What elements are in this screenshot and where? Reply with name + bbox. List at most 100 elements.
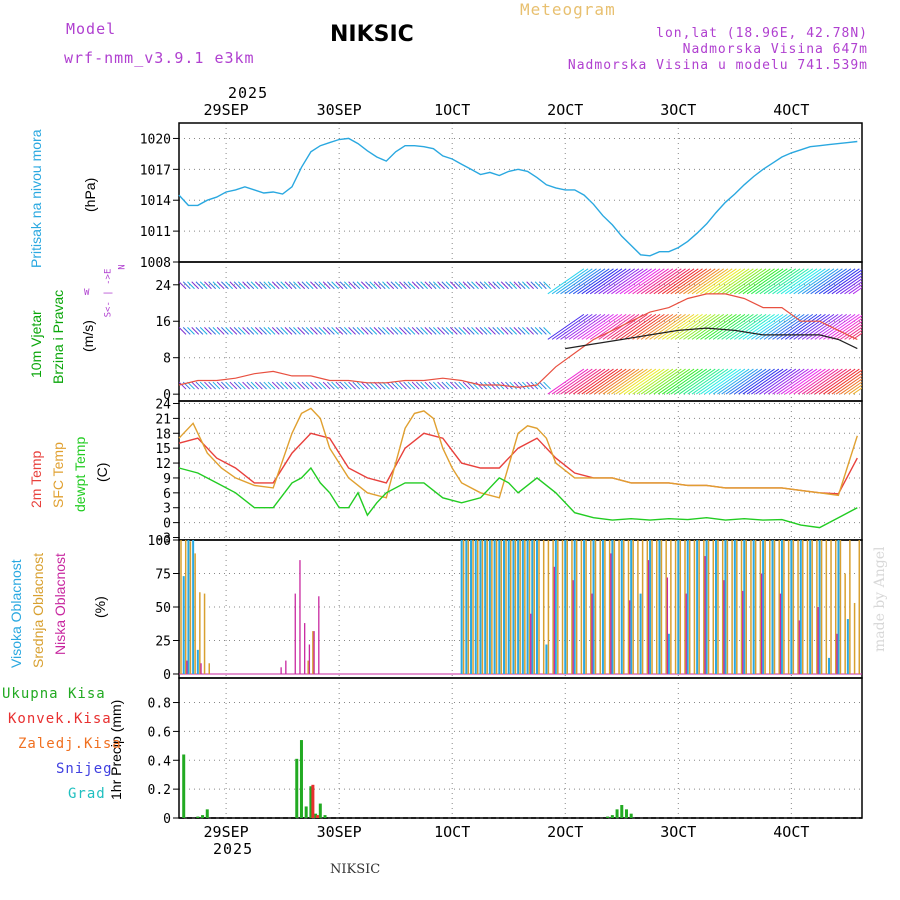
wind-barb — [441, 281, 450, 290]
wind-barb — [377, 281, 386, 290]
wind-barb — [852, 286, 862, 295]
wind-barb — [411, 327, 420, 335]
wind-barb — [543, 281, 551, 290]
wind-barb — [577, 313, 614, 340]
precip-bar — [314, 813, 318, 818]
wind-barb — [259, 281, 267, 290]
wind-barb — [466, 281, 475, 290]
wind-barb — [441, 327, 450, 335]
wind-barb — [784, 268, 822, 295]
wind-barb — [411, 281, 420, 290]
y-tick-label: 8 — [163, 352, 171, 367]
precip-bar — [620, 805, 624, 818]
wind-barb — [399, 381, 407, 390]
y-tick-label: 15 — [155, 442, 171, 457]
wind-barb — [500, 327, 509, 335]
wind-barb — [738, 313, 775, 340]
wind-barb — [335, 381, 344, 390]
wind-barb — [691, 313, 729, 340]
temp-2m-line — [178, 432, 858, 495]
model-label: Model — [66, 20, 117, 38]
wind-barb — [284, 281, 293, 290]
wind-barb — [712, 313, 750, 340]
wind-barb — [632, 313, 669, 340]
pressure-line — [178, 137, 858, 257]
wind-barb — [759, 368, 797, 395]
wind-barb — [827, 369, 862, 395]
wind-barb — [598, 313, 635, 340]
wind-barb — [466, 381, 475, 390]
wind-barb — [331, 281, 339, 290]
wind-barb — [297, 381, 306, 390]
wind-barb — [678, 368, 716, 395]
y-tick-label: 12 — [155, 457, 171, 472]
wind-barb — [284, 327, 293, 335]
wind-barb — [772, 268, 809, 295]
wind-barb — [734, 313, 771, 340]
wind-barb — [407, 327, 416, 335]
wind-barb — [551, 313, 589, 340]
wind-barb — [738, 268, 775, 295]
wind-barb — [250, 281, 259, 290]
wind-barb — [280, 327, 289, 335]
wind-barb — [848, 284, 862, 295]
wind-barb — [513, 281, 522, 290]
wind-barb — [449, 281, 458, 290]
wind-barb — [657, 313, 695, 340]
wind-barb — [496, 281, 505, 290]
wind-barb — [700, 368, 737, 395]
wind-barb — [751, 313, 788, 340]
wind-barb — [339, 381, 348, 390]
wind-barb — [267, 381, 276, 390]
wind-barb — [343, 327, 352, 335]
altitude: Nadmorska Visina 647m — [682, 42, 868, 57]
y-tick-label: 16 — [155, 315, 171, 330]
wind-barb — [742, 268, 780, 295]
wind-barb — [428, 281, 437, 290]
wind-barb — [619, 368, 657, 395]
wind-barb — [763, 368, 801, 395]
wind-barb — [534, 381, 543, 390]
precip-bar — [295, 758, 299, 818]
wind-barb — [454, 281, 462, 290]
wind-barb — [360, 281, 369, 290]
wind-barb — [577, 268, 614, 295]
wind-barb — [352, 281, 361, 290]
wind-barb — [670, 313, 708, 340]
wind-barb — [301, 327, 310, 335]
wind-barb — [360, 327, 369, 335]
wind-barb — [271, 281, 280, 290]
time-label-bottom: 2OCT — [547, 823, 583, 841]
wind-barb — [276, 327, 284, 335]
wind-barb — [717, 268, 754, 295]
wind-barb — [678, 313, 716, 340]
wind-barb — [390, 281, 399, 290]
wind-barb — [564, 313, 602, 340]
wind-barb — [471, 327, 479, 335]
wind-barb — [852, 387, 862, 395]
wind-barb — [780, 368, 818, 395]
wind-dir-w: W — [84, 288, 90, 298]
wind-barb — [475, 381, 484, 390]
wind-barb — [259, 381, 267, 390]
wind-barb — [589, 268, 627, 295]
wind-barb — [729, 268, 767, 295]
y-tick-label: 6 — [163, 487, 171, 502]
wind-barb — [695, 368, 733, 395]
wind-barb — [454, 381, 462, 390]
wind-barb — [674, 313, 712, 340]
wind-barb — [365, 327, 373, 335]
wind-barb — [700, 313, 737, 340]
precip-bar — [323, 815, 327, 818]
wind-barb — [212, 327, 221, 335]
precip-bar — [615, 809, 619, 818]
wind-barb — [191, 381, 200, 390]
wind-barb — [547, 313, 585, 340]
wind-barb — [551, 268, 589, 295]
wind-barb — [602, 268, 640, 295]
wind-barb — [522, 381, 530, 390]
precip-bar — [201, 815, 205, 818]
precip-bar — [196, 816, 200, 818]
y-tick-label: 0 — [163, 388, 171, 403]
wind-barb — [623, 268, 661, 295]
